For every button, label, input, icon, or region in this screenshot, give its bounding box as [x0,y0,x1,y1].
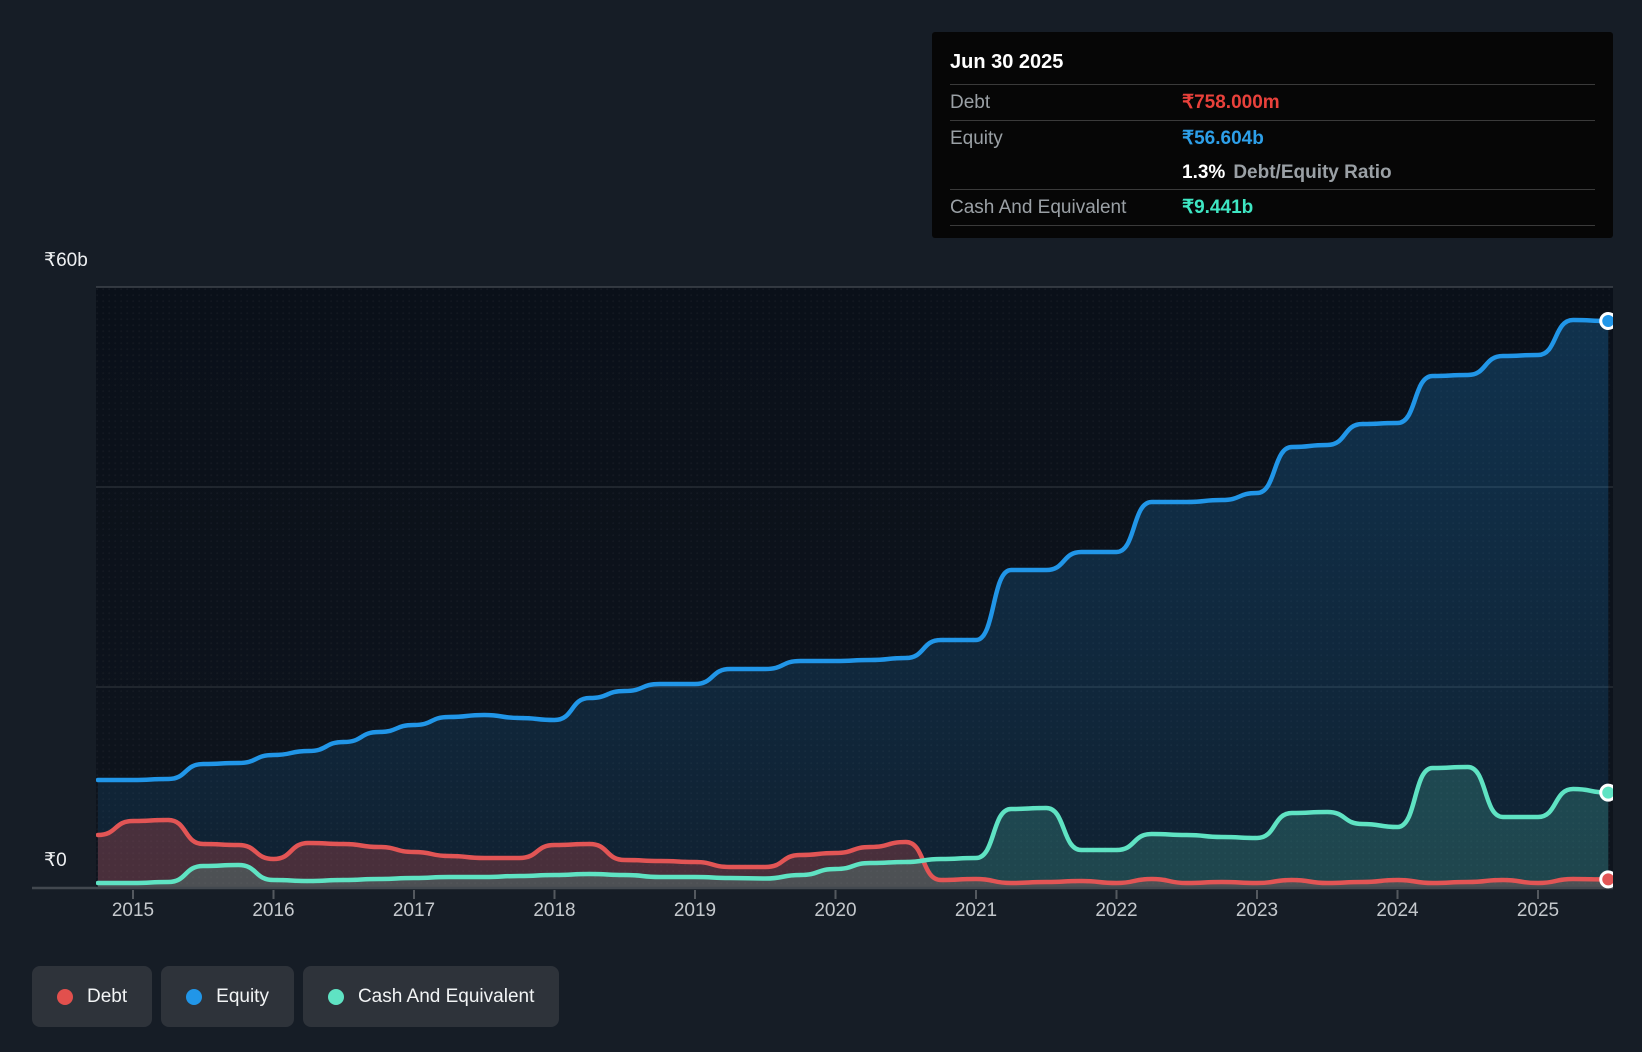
debt-area [97,820,1609,887]
debt-equity-ratio-label: Debt/Equity Ratio [1233,161,1392,183]
axis-labels: 2015 2016 2017 2018 2019 2020 2021 2022 2023 2024… [44,250,1559,921]
series-end-markers [1599,311,1616,889]
y-axis-label-0b: ₹0 [44,850,67,871]
tooltip-row-cash: Cash And Equivalent ₹9.441b [950,189,1595,226]
axes [32,886,1613,899]
tooltip-row-debt: Debt ₹758.000m [950,84,1595,120]
legend-item-cash[interactable]: Cash And Equivalent [302,966,560,1027]
debt-series-dot-icon [57,988,73,1005]
equity-end-marker[interactable] [1599,311,1616,330]
y-axis-label-60b: ₹60b [44,250,88,271]
x-axis-label-2020: 2020 [814,900,856,921]
equity-area [97,320,1609,887]
cash-and-equivalent-area [97,767,1609,887]
tooltip-cash-label: Cash And Equivalent [950,196,1127,218]
debt-line[interactable] [96,817,1611,886]
x-axis-label-2023: 2023 [1236,900,1278,921]
legend-equity-label: Equity [216,985,269,1007]
x-axis-label-2019: 2019 [674,900,716,921]
x-axis-label-2015: 2015 [112,900,154,921]
tooltip-debt-value: ₹758.000m [1182,92,1280,113]
tooltip-row-ratio: 1.3% Debt/Equity Ratio [950,156,1595,189]
tooltip-row-equity: Equity ₹56.604b [950,120,1595,156]
series-areas [97,320,1609,887]
x-axis-label-2021: 2021 [955,900,997,921]
x-axis-label-2022: 2022 [1095,900,1137,921]
cash-and-equivalent-end-marker[interactable] [1599,783,1616,802]
legend-item-equity[interactable]: Equity [161,966,294,1027]
x-axis-label-2024: 2024 [1376,900,1419,921]
equity-series-dot-icon [186,988,203,1005]
tooltip-equity-label: Equity [950,127,1003,149]
tooltip-debt-label: Debt [950,91,991,113]
cash-and-equivalent-line[interactable] [96,764,1611,886]
chart-legend: Debt Equity Cash And Equivalent [32,966,560,1027]
debt-equity-ratio-value: 1.3% [1182,161,1226,183]
legend-item-debt[interactable]: Debt [32,966,153,1027]
series-lines [96,317,1611,886]
legend-debt-label: Debt [87,985,128,1007]
equity-line[interactable] [96,317,1611,783]
tooltip-cash-value: ₹9.441b [1182,197,1254,218]
debt-end-marker[interactable] [1599,870,1616,889]
x-axis-label-2016: 2016 [252,900,294,921]
x-axis-label-2018: 2018 [533,900,575,921]
legend-cash-label: Cash And Equivalent [357,985,535,1007]
x-axis-label-2017: 2017 [393,900,435,921]
tooltip-date: Jun 30 2025 [950,51,1064,73]
chart-tooltip: Jun 30 2025 Debt ₹758.000m Equity ₹56.60… [932,32,1613,238]
cash-series-dot-icon [327,988,344,1005]
x-axis-label-2025: 2025 [1517,900,1559,921]
tooltip-equity-value: ₹56.604b [1182,128,1264,149]
